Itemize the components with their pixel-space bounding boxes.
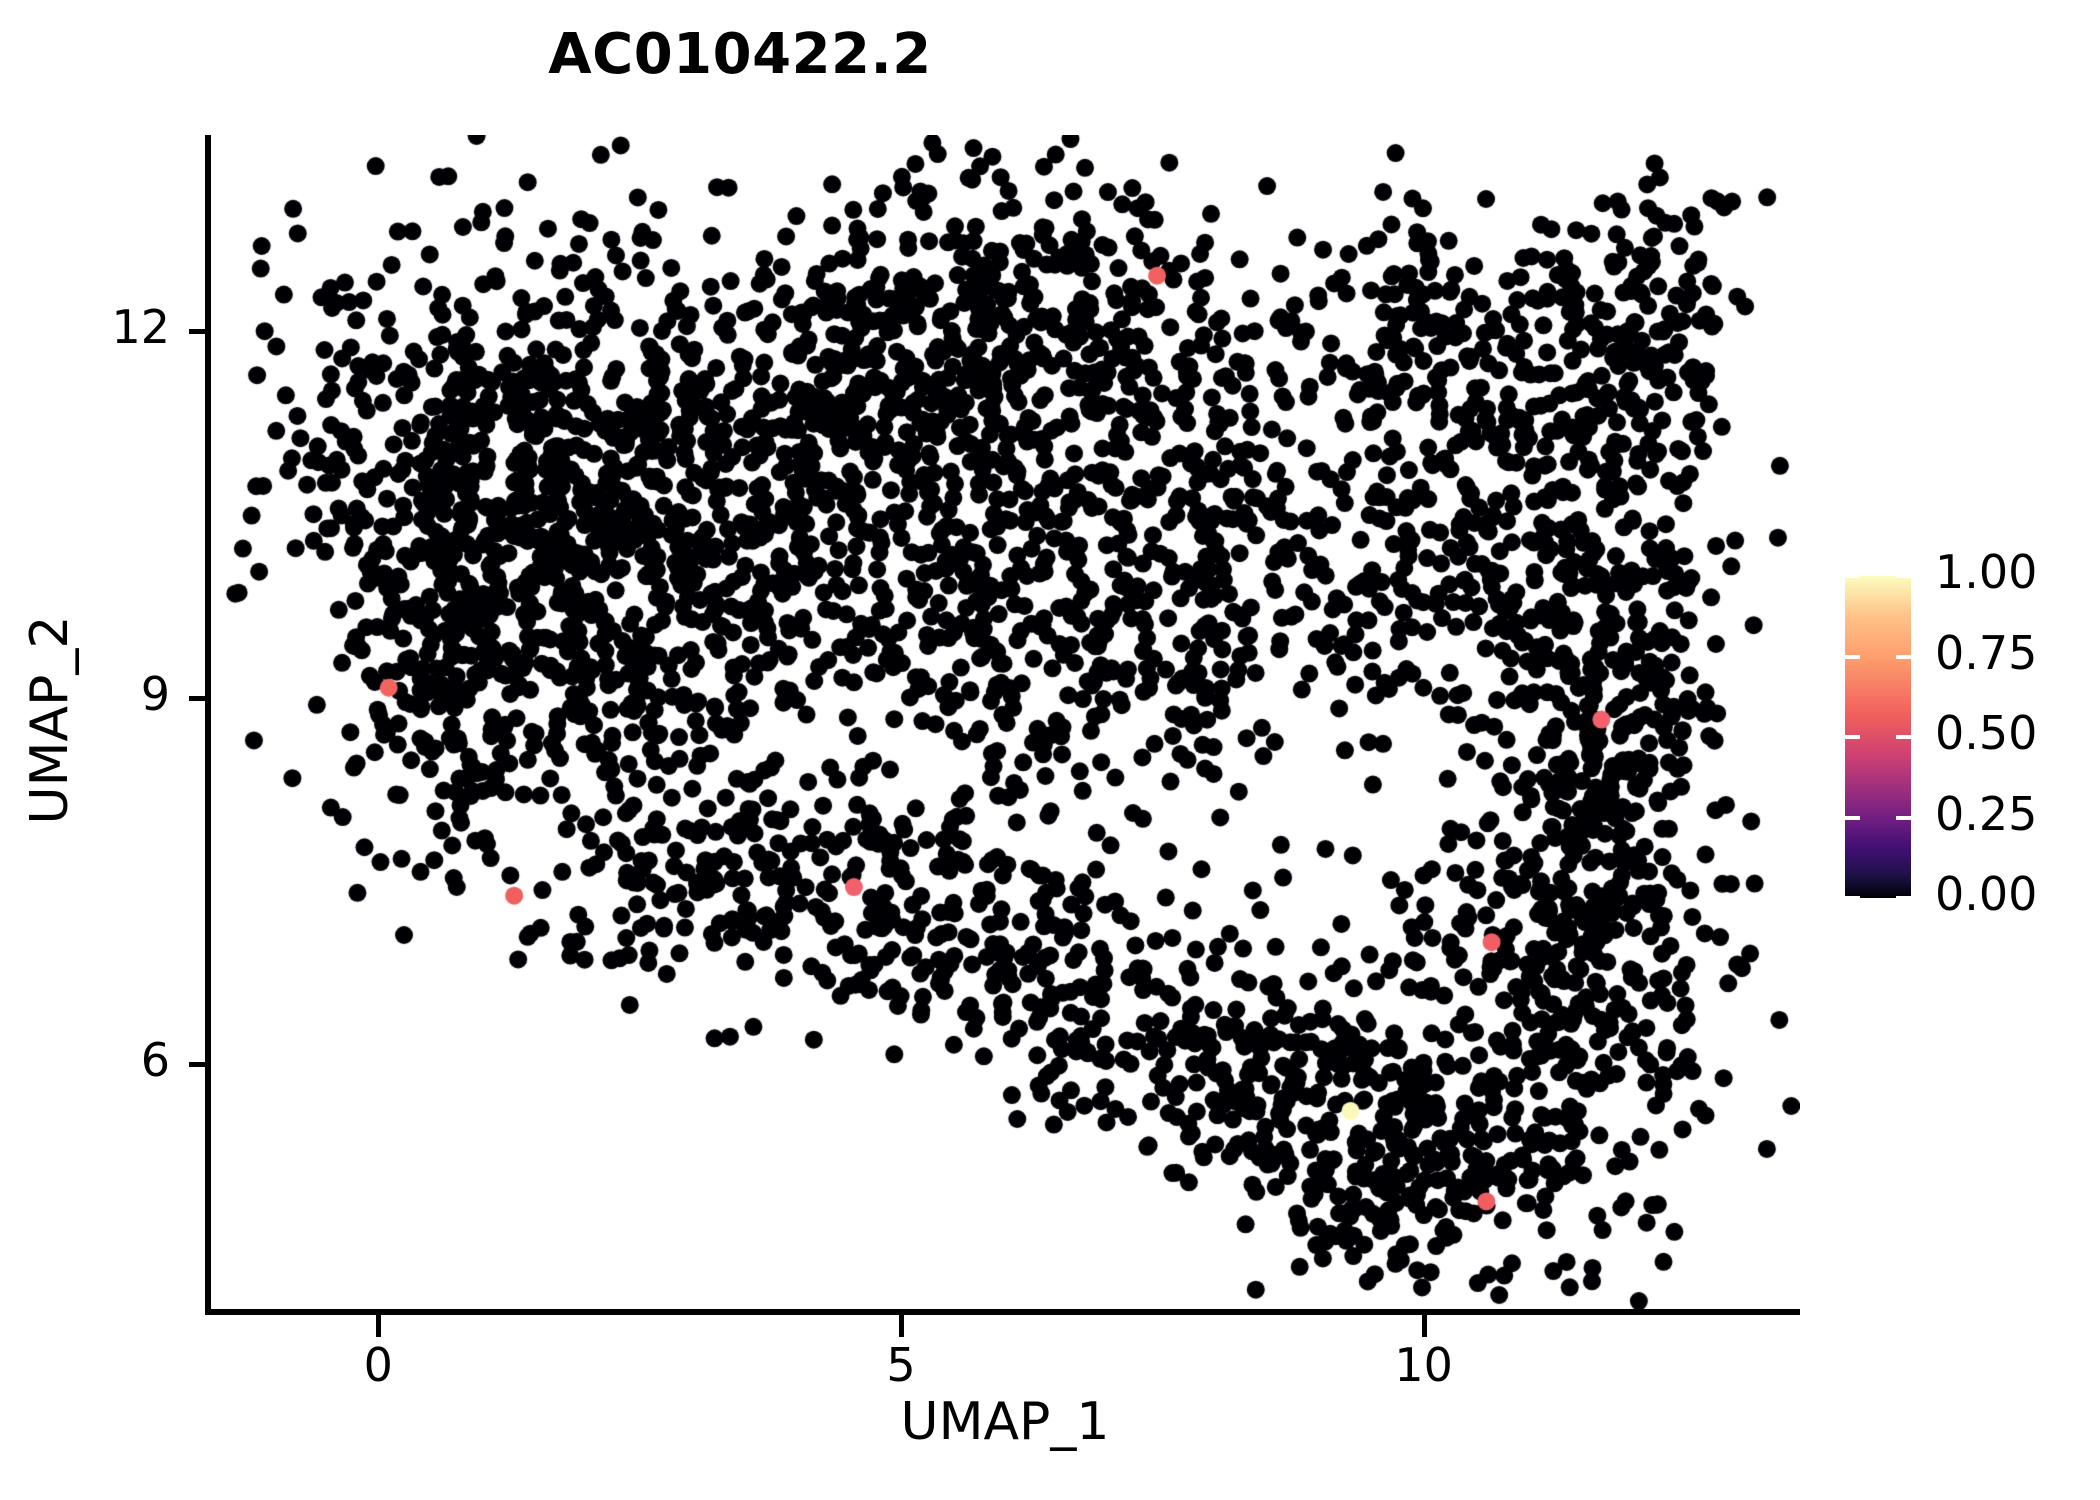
y-tick-mark	[189, 1062, 211, 1068]
colorbar-tick-mark	[1896, 815, 1911, 820]
x-tick-mark	[1421, 1315, 1427, 1337]
y-tick-label: 12	[111, 299, 170, 354]
colorbar-tick-mark	[1845, 735, 1860, 739]
colorbar-tick-mark	[1845, 815, 1860, 820]
x-tick-mark	[898, 1315, 904, 1337]
colorbar-tick-label: 0.50	[1935, 706, 2038, 760]
x-tick-mark	[376, 1315, 382, 1337]
colorbar-tick-mark	[1845, 654, 1860, 659]
colorbar-tick-label: 0.00	[1935, 867, 2038, 921]
scatter-plot-canvas	[211, 135, 1800, 1309]
x-tick-label: 5	[886, 1338, 916, 1392]
colorbar-tick-label: 0.75	[1935, 625, 2038, 680]
page-title: AC010422.2	[548, 22, 932, 87]
x-tick-label: 10	[1394, 1338, 1453, 1392]
x-tick-label: 0	[363, 1338, 393, 1392]
colorbar-tick-label: 1.00	[1935, 545, 2038, 599]
colorbar-tick-mark	[1896, 735, 1911, 739]
colorbar-tick-mark	[1896, 654, 1911, 659]
x-axis-label: UMAP_1	[900, 1392, 1110, 1452]
colorbar-tick-mark	[1896, 574, 1911, 578]
colorbar-tick-label: 0.25	[1935, 786, 2038, 841]
y-tick-mark	[189, 328, 211, 334]
y-axis-spine	[205, 135, 211, 1315]
colorbar-tick-mark	[1845, 574, 1860, 578]
colorbar-tick-mark	[1845, 896, 1860, 900]
y-tick-mark	[189, 695, 211, 701]
y-tick-label: 6	[140, 1033, 170, 1088]
colorbar-tick-mark	[1896, 896, 1911, 900]
y-tick-label: 9	[140, 666, 170, 721]
x-axis-spine	[205, 1309, 1800, 1315]
y-axis-label: UMAP_2	[20, 615, 80, 825]
